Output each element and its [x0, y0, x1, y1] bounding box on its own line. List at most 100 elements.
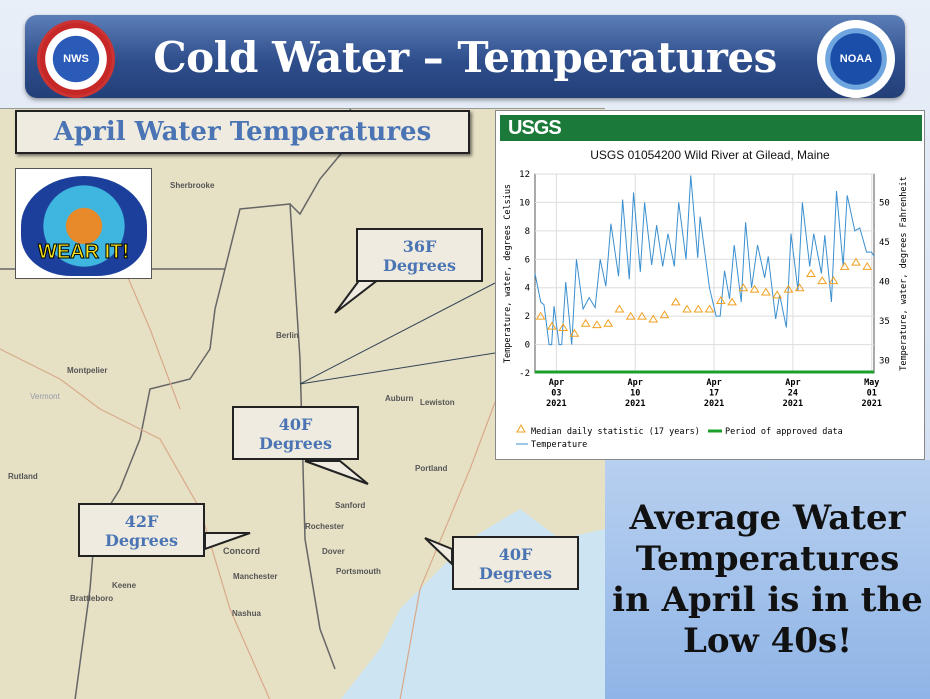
callout-pointer: [424, 537, 453, 567]
median-point: [546, 321, 557, 330]
median-point: [749, 284, 760, 293]
city-label: Rochester: [305, 522, 345, 531]
legend-median-icon: [516, 423, 526, 433]
callout-line: [299, 352, 496, 385]
y-axis-label: Temperature, water, degrees Celsius: [503, 184, 513, 363]
city-label: Sanford: [335, 501, 366, 510]
plot-frame: [534, 173, 875, 374]
callout-42f: 42F Degrees: [78, 503, 205, 557]
y-right-tick-label: 30: [879, 356, 890, 366]
y-right-tick-label: 50: [879, 198, 890, 208]
y-tick-label: 6: [525, 255, 530, 265]
median-point: [670, 297, 681, 306]
city-label: Brattleboro: [70, 594, 114, 603]
median-point: [693, 304, 704, 313]
river-border: [74, 268, 226, 699]
median-point: [738, 283, 749, 292]
wear-it-logo: WEAR IT!: [15, 168, 152, 279]
callout-unit: Degrees: [104, 531, 179, 550]
median-point: [862, 261, 873, 270]
city-label: Dover: [322, 547, 345, 556]
usgs-chart: USGS USGS 01054200 Wild River at Gilead,…: [495, 110, 925, 460]
y-tick-label: 2: [525, 312, 530, 322]
city-label: Montpelier: [67, 366, 108, 375]
median-point: [682, 304, 692, 313]
median-point: [772, 290, 783, 299]
median-point: [704, 304, 715, 313]
median-point: [569, 328, 580, 337]
median-point: [817, 276, 828, 285]
info-line: Low 40s!: [682, 621, 853, 661]
median-point: [558, 323, 569, 332]
median-point: [727, 297, 737, 306]
wear-it-text: WEAR IT!: [37, 241, 130, 264]
median-point: [839, 261, 850, 270]
temperature-line: [534, 175, 875, 346]
median-point: [637, 311, 647, 320]
y-tick-label: -2: [519, 369, 530, 379]
city-label: Concord: [223, 546, 260, 556]
x-tick-label: Apr: [785, 378, 800, 388]
y-tick-label: 12: [519, 170, 530, 180]
nws-logo-text: NWS: [63, 53, 89, 65]
y-tick-label: 10: [519, 198, 530, 208]
title-banner: NWS Cold Water – Temperatures NOAA: [25, 15, 905, 98]
median-point: [715, 296, 726, 305]
nws-logo: NWS: [37, 20, 115, 98]
x-tick-label: Apr: [628, 378, 643, 388]
city-label: Lewiston: [420, 398, 455, 407]
x-tick-label: 03: [551, 389, 561, 399]
info-text: Average Water Temperatures in April is i…: [605, 498, 930, 662]
y-tick-label: 0: [525, 341, 530, 351]
chart-title: USGS 01054200 Wild River at Gilead, Main…: [590, 148, 830, 162]
x-tick-label: May: [864, 378, 879, 388]
callout-temp: 40F: [498, 545, 533, 564]
x-tick-label: 10: [630, 389, 640, 399]
callout-unit: Degrees: [258, 434, 333, 453]
noaa-logo-text: NOAA: [839, 53, 873, 65]
x-tick-label: 2021: [783, 399, 803, 409]
city-label: Vermont: [30, 392, 60, 401]
city-label: Rutland: [8, 472, 38, 481]
x-tick-label: 2021: [704, 399, 724, 409]
state-border: [224, 203, 336, 670]
city-label: Portland: [415, 464, 448, 473]
info-line: Average Water: [629, 498, 906, 538]
median-point: [614, 304, 625, 313]
info-line: in April is in the: [612, 580, 923, 620]
city-label: Nashua: [232, 609, 261, 618]
y-tick-label: 4: [525, 284, 530, 294]
callout-pointer: [204, 532, 251, 551]
legend-median-label: Median daily statistic (17 years): [531, 427, 700, 437]
median-point: [648, 314, 659, 323]
city-label: Keene: [112, 581, 137, 590]
median-point: [625, 311, 636, 320]
x-tick-label: Apr: [549, 378, 564, 388]
callout-40f-coast: 40F Degrees: [452, 536, 579, 590]
median-point: [783, 284, 794, 293]
median-point: [580, 318, 591, 327]
city-label: Portsmouth: [336, 567, 381, 576]
life-jacket-icon: [21, 176, 147, 276]
roads: [0, 258, 501, 699]
median-point: [828, 276, 839, 285]
median-point: [535, 311, 546, 320]
x-tick-label: 17: [709, 389, 719, 399]
x-tick-label: 2021: [625, 399, 645, 409]
callout-unit: Degrees: [382, 256, 457, 275]
callout-36f: 36F Degrees: [356, 228, 483, 282]
usgs-logo: USGS: [500, 115, 922, 141]
callout-line: [299, 282, 496, 385]
y-tick-label: 8: [525, 227, 530, 237]
callout-unit: Degrees: [478, 564, 553, 583]
median-point: [592, 320, 602, 329]
callout-temp: 40F: [278, 415, 313, 434]
median-point: [851, 257, 861, 266]
city-label: Berlin: [276, 331, 299, 340]
median-point: [794, 283, 805, 292]
callout-pointer: [304, 460, 369, 485]
city-label: Sherbrooke: [170, 181, 215, 190]
callout-temp: 36F: [402, 237, 437, 256]
x-tick-label: 01: [867, 389, 877, 399]
city-label: Auburn: [385, 394, 414, 403]
